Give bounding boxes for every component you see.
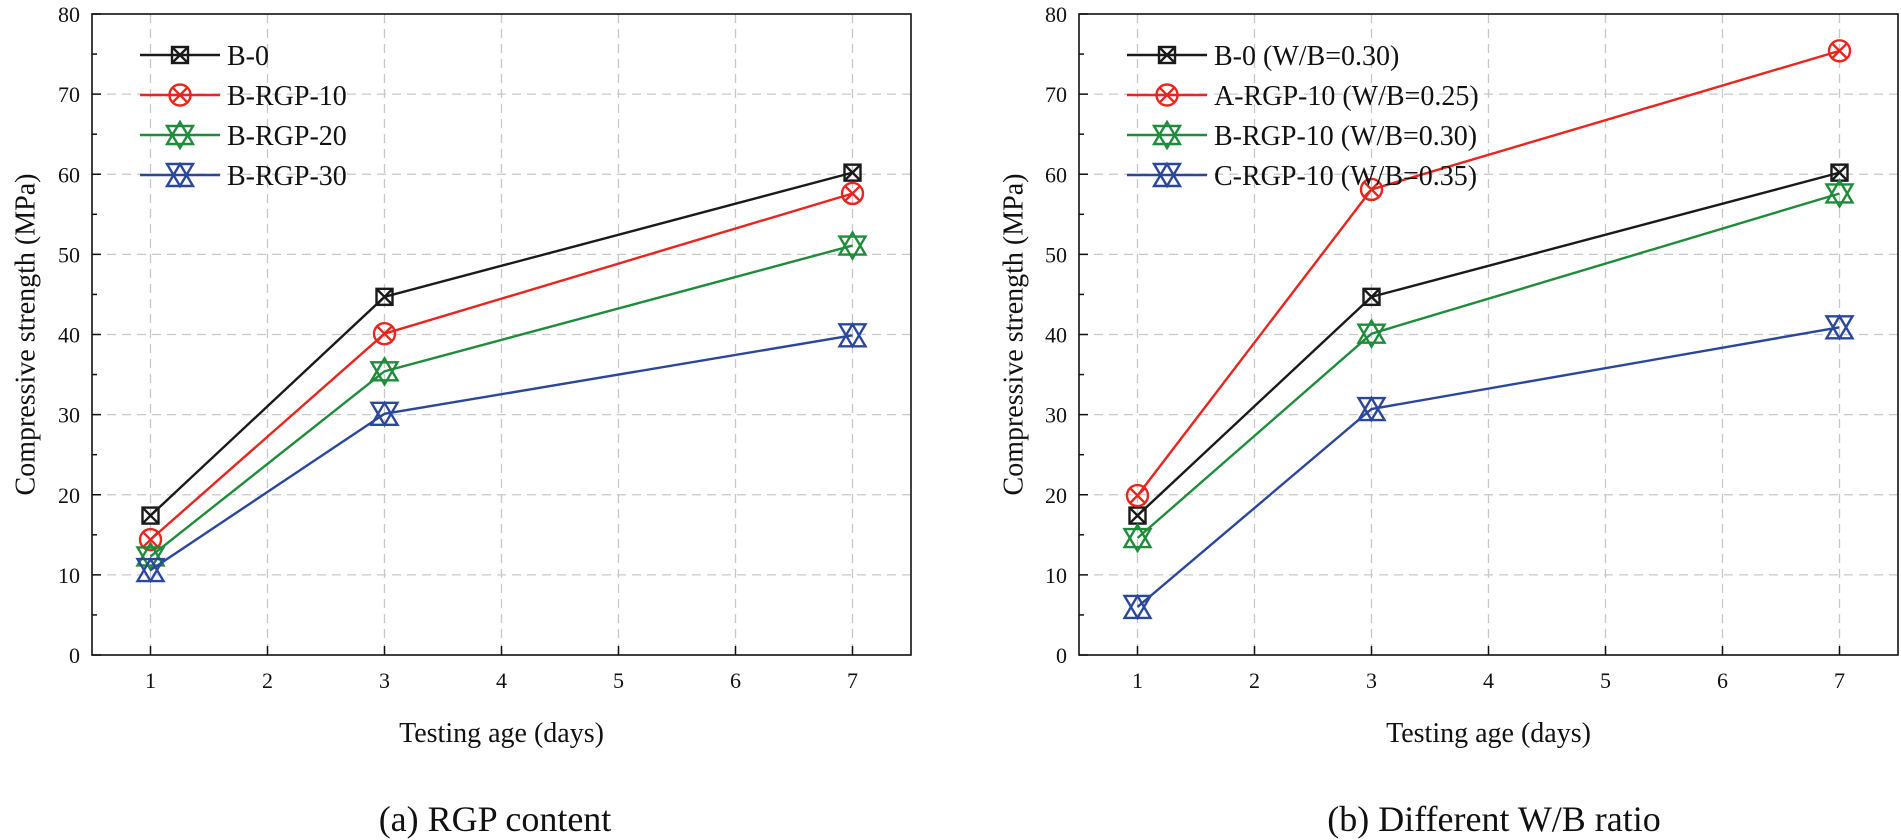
legend-marker [1155, 83, 1179, 107]
legend-label: B-0 [227, 41, 269, 72]
y-tick-label: 60 [58, 162, 80, 187]
y-tick-label: 20 [1045, 483, 1067, 508]
legend-item: B-RGP-10 [140, 81, 347, 112]
data-point [1362, 287, 1381, 307]
y-tick-label: 50 [1045, 242, 1067, 267]
data-point [135, 556, 166, 584]
y-tick-label: 40 [58, 323, 80, 348]
x-tick-label: 5 [613, 668, 624, 693]
x-tick-label: 7 [847, 668, 858, 693]
data-point [141, 506, 160, 525]
y-tick-label: 50 [58, 242, 80, 267]
series-b-rgp-20 [135, 230, 868, 572]
x-tick-label: 2 [1249, 668, 1260, 693]
y-tick-label: 0 [1056, 643, 1067, 668]
data-point [1356, 318, 1387, 350]
y-tick-label: 80 [58, 2, 80, 27]
legend-label: B-0 (W/B=0.30) [1214, 41, 1399, 72]
data-point [840, 181, 865, 206]
legend-label: A-RGP-10 (W/B=0.25) [1214, 81, 1479, 112]
y-tick-label: 20 [58, 483, 80, 508]
x-tick-label: 6 [730, 668, 741, 693]
data-point [375, 287, 394, 307]
series-line [1136, 192, 1840, 539]
series-line [149, 334, 853, 572]
legend-marker [1151, 161, 1183, 189]
data-point [1824, 178, 1855, 209]
series-b-rgp-10 [138, 181, 865, 552]
data-point [1122, 522, 1153, 554]
data-point [138, 527, 163, 552]
legend-item: B-RGP-20 [140, 119, 347, 152]
x-tick-label: 1 [1132, 668, 1143, 693]
series-a-rgp-10-w-b-0-25- [1125, 39, 1852, 508]
legend-marker [170, 45, 190, 65]
y-tick-label: 10 [58, 563, 80, 588]
y-tick-label: 80 [1045, 2, 1067, 27]
data-point [1122, 593, 1153, 621]
x-tick-label: 2 [262, 668, 273, 693]
data-point [1359, 177, 1384, 202]
legend-label: B-RGP-30 [227, 161, 347, 192]
y-tick-label: 10 [1045, 563, 1067, 588]
y-axis-title: Compressive strength (MPa) [998, 174, 1029, 496]
legend: B-0 B-RGP-10 B-RGP-20 B-RGP-30 [140, 41, 347, 192]
x-tick-label: 3 [1366, 668, 1377, 693]
legend: B-0 (W/B=0.30) A-RGP-10 (W/B=0.25) B-RGP-1… [1127, 41, 1479, 192]
legend-item: B-0 (W/B=0.30) [1127, 41, 1399, 72]
data-point [1824, 313, 1855, 341]
legend-item: A-RGP-10 (W/B=0.25) [1127, 81, 1479, 112]
series-b-0 [141, 163, 862, 525]
data-point [1827, 39, 1852, 63]
series-c-rgp-10-w-b-0-35- [1122, 313, 1855, 621]
data-point [837, 230, 868, 261]
legend-label: B-RGP-20 [227, 121, 347, 152]
y-tick-label: 60 [1045, 162, 1067, 187]
y-axis-title: Compressive strength (MPa) [10, 174, 41, 496]
legend-item: C-RGP-10 (W/B=0.35) [1127, 161, 1477, 192]
series-line [1136, 326, 1840, 608]
series-b-rgp-30 [135, 321, 868, 584]
y-tick-label: 40 [1045, 323, 1067, 348]
data-point [369, 355, 400, 387]
y-tick-label: 30 [1045, 403, 1067, 428]
series-b-rgp-10-w-b-0-30- [1122, 178, 1855, 554]
y-tick-label: 70 [58, 82, 80, 107]
data-point [1356, 395, 1387, 423]
x-tick-label: 6 [1717, 668, 1728, 693]
x-axis-title: Testing age (days) [1386, 718, 1591, 749]
x-tick-label: 3 [379, 668, 390, 693]
legend-item: B-RGP-10 (W/B=0.30) [1127, 119, 1477, 152]
data-point [372, 321, 397, 346]
x-tick-label: 1 [145, 668, 156, 693]
legend-marker [168, 83, 192, 107]
legend-item: B-RGP-30 [140, 161, 347, 192]
chart-panel-b: 0 10 20 30 40 50 60 70 80 1 2 3 4 5 6 7 Testing age (day… [998, 2, 1899, 839]
legend-marker [1151, 119, 1183, 151]
x-tick-label: 7 [1834, 668, 1845, 693]
figure-caption: (b) Different W/B ratio [1327, 799, 1661, 839]
legend-marker [1157, 45, 1177, 65]
y-tick-label: 0 [69, 643, 80, 668]
series-line [149, 244, 853, 558]
legend-label: B-RGP-10 (W/B=0.30) [1214, 121, 1477, 152]
legend-marker [164, 161, 196, 189]
x-tick-label: 4 [1483, 668, 1494, 693]
y-tick-label: 70 [1045, 82, 1067, 107]
x-axis-title: Testing age (days) [399, 718, 604, 749]
data-point [369, 400, 400, 428]
data-point [837, 321, 868, 349]
legend-label: B-RGP-10 [227, 81, 347, 112]
y-tick-label: 30 [58, 403, 80, 428]
legend-label: C-RGP-10 (W/B=0.35) [1214, 161, 1477, 192]
chart-panel-a: 0 10 20 30 40 50 60 70 80 1 2 3 4 5 6 7 Testing age (day… [10, 2, 912, 839]
x-tick-label: 5 [1600, 668, 1611, 693]
figure-caption: (a) RGP content [379, 799, 612, 839]
legend-marker [164, 119, 196, 151]
data-point [1125, 483, 1150, 508]
x-tick-label: 4 [496, 668, 507, 693]
data-point [843, 163, 862, 182]
legend-item: B-0 [140, 41, 269, 72]
